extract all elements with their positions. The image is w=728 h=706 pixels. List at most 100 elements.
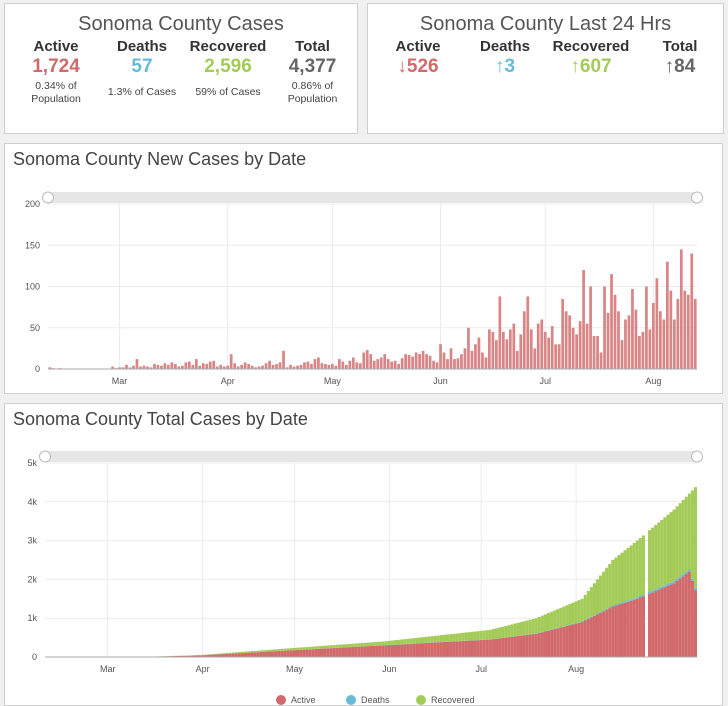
- bar-recovered: [494, 628, 499, 639]
- bar-active: [473, 640, 477, 657]
- bar-recovered: [531, 618, 535, 634]
- bar-active: [250, 652, 254, 657]
- bar: [672, 319, 676, 369]
- bar-active: [372, 645, 376, 657]
- bar: [610, 274, 613, 369]
- bar: [250, 365, 254, 369]
- bar: [275, 364, 278, 369]
- bar-recovered: [516, 622, 520, 636]
- bar-recovered: [262, 650, 266, 652]
- bar: [665, 261, 669, 369]
- bar-active: [681, 576, 685, 657]
- bar-recovered: [354, 643, 358, 647]
- bar-recovered: [228, 652, 232, 654]
- x-tick-label: Aug: [645, 376, 661, 386]
- bar-active: [442, 642, 446, 657]
- bar-recovered: [608, 563, 612, 608]
- bar: [219, 364, 223, 369]
- bar-recovered: [427, 636, 431, 643]
- x-tick-label: Jun: [433, 376, 448, 386]
- bar-recovered: [445, 634, 450, 642]
- bar-recovered: [605, 567, 609, 609]
- last24-deaths: Deaths ↑3: [466, 38, 544, 78]
- bar-active: [421, 643, 425, 657]
- bar-active: [666, 585, 670, 657]
- bar-active: [348, 647, 352, 657]
- bar: [271, 364, 275, 369]
- bar-recovered: [357, 643, 361, 647]
- bar: [177, 366, 181, 369]
- bar-active: [344, 647, 349, 657]
- bar: [603, 286, 606, 369]
- bar-active: [253, 652, 257, 657]
- range-handle-right: [691, 450, 703, 463]
- bar: [132, 365, 135, 369]
- bar: [655, 278, 659, 369]
- bar: [201, 363, 205, 369]
- bar: [554, 344, 558, 369]
- bar: [393, 360, 397, 369]
- bar-active: [191, 655, 195, 657]
- bar-recovered: [302, 647, 306, 650]
- bar-active: [262, 651, 266, 657]
- bar-recovered: [378, 641, 382, 646]
- bar: [407, 354, 411, 369]
- bar-active: [403, 644, 407, 657]
- bar-deaths: [684, 571, 688, 574]
- bar-active: [326, 648, 330, 657]
- bar-active: [672, 583, 676, 657]
- bar-recovered: [369, 642, 373, 646]
- bar-active: [611, 606, 615, 657]
- bar: [613, 294, 617, 369]
- bar: [446, 359, 449, 369]
- range-scrollbar: [45, 451, 697, 462]
- bar: [543, 331, 547, 369]
- totals-recovered: Recovered 2,596 59% of Cases: [183, 38, 273, 99]
- bar-active: [626, 601, 630, 657]
- bar-active: [586, 618, 590, 657]
- bar-deaths: [638, 596, 642, 598]
- bar-active: [663, 587, 667, 657]
- bar-recovered: [553, 610, 557, 629]
- bar-active: [501, 637, 505, 657]
- bar-recovered: [684, 496, 688, 572]
- bar-active: [491, 639, 495, 657]
- bar-deaths: [641, 594, 645, 597]
- bar-recovered: [654, 525, 658, 590]
- bar-recovered: [311, 646, 315, 650]
- bar-recovered: [666, 514, 670, 585]
- bar-recovered: [629, 545, 633, 600]
- bar-deaths: [651, 590, 655, 593]
- bar: [317, 357, 320, 369]
- bar-recovered: [562, 606, 566, 627]
- bar-active: [675, 580, 679, 657]
- bar: [170, 362, 174, 369]
- bar-recovered: [292, 647, 297, 651]
- bar-recovered: [565, 605, 569, 626]
- bar-recovered: [540, 615, 544, 632]
- bar: [160, 365, 163, 369]
- bar-recovered: [568, 603, 572, 625]
- stat-sub: Population: [31, 93, 81, 105]
- bar: [215, 366, 219, 369]
- bar: [334, 365, 338, 369]
- bar-recovered: [452, 633, 456, 642]
- bar-recovered: [547, 613, 551, 631]
- bar-active: [369, 646, 373, 657]
- bar-recovered: [641, 535, 645, 595]
- bar: [149, 367, 153, 369]
- x-tick-label: May: [324, 376, 342, 386]
- bar-recovered: [632, 543, 636, 599]
- bar: [390, 361, 394, 369]
- bar-recovered: [225, 652, 229, 654]
- bar-recovered: [461, 632, 465, 641]
- bar-recovered: [234, 652, 238, 654]
- bar-recovered: [491, 629, 495, 639]
- bar: [686, 294, 690, 369]
- bar: [526, 296, 530, 369]
- bar-recovered: [265, 649, 269, 652]
- totals-title: Sonoma County Cases: [78, 13, 284, 35]
- bar-recovered: [589, 587, 593, 617]
- bar: [344, 364, 348, 369]
- bar-active: [485, 639, 489, 657]
